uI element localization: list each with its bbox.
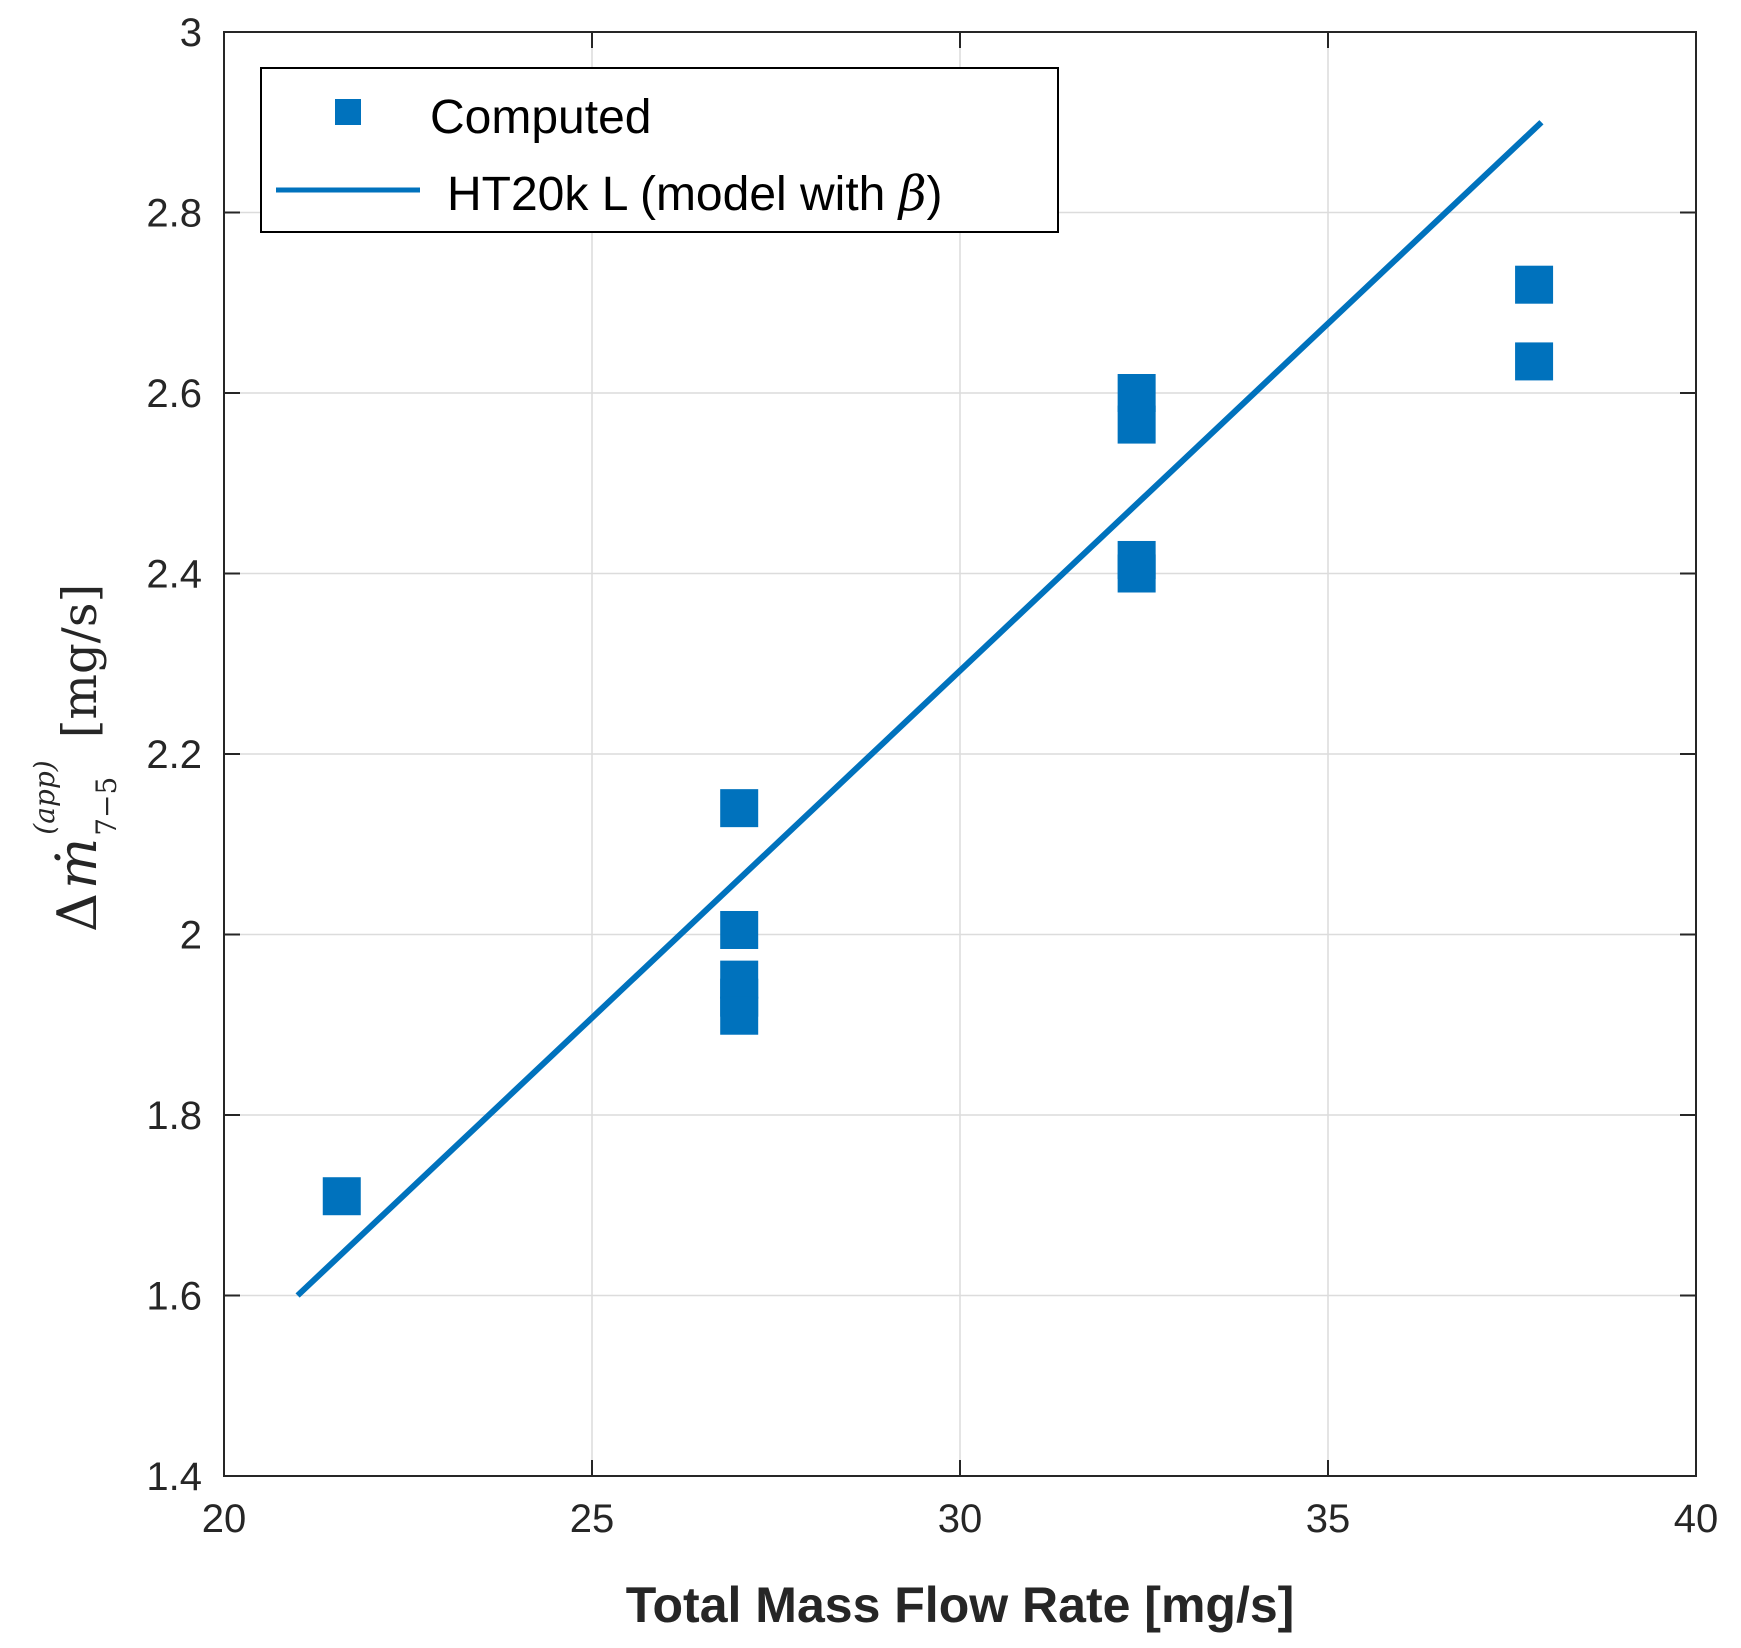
y-tick-label: 2 bbox=[180, 914, 202, 958]
x-tick-labels: 20 25 30 35 40 bbox=[202, 1497, 1719, 1541]
computed-point bbox=[322, 1177, 361, 1216]
legend-label-model-text: HT20k L (model with bbox=[447, 168, 899, 221]
x-tick-label: 40 bbox=[1674, 1497, 1719, 1541]
legend-label-model-suffix: ) bbox=[926, 168, 942, 221]
y-axis-title-text: Δṁ7−5 (app) [mg/s] bbox=[28, 584, 123, 932]
legend: Computed HT20k L (model with β) bbox=[260, 67, 1059, 233]
y-tick-label: 1.6 bbox=[146, 1275, 202, 1319]
y-tick-labels: 1.4 1.6 1.8 2 2.2 2.4 2.6 2.8 3 bbox=[146, 11, 202, 1499]
y-tick-label: 3 bbox=[180, 11, 202, 55]
y-axis-title-units: [mg/s] bbox=[52, 584, 108, 739]
x-tick-label: 30 bbox=[938, 1497, 983, 1541]
y-tick-label: 1.8 bbox=[146, 1094, 202, 1138]
model-line bbox=[295, 120, 1544, 1298]
y-tick-label: 2.6 bbox=[146, 372, 202, 416]
computed-point bbox=[720, 910, 759, 949]
y-axis-title-delta: Δ bbox=[46, 893, 109, 932]
legend-label-model-beta: β bbox=[897, 166, 927, 222]
legend-label-model: HT20k L (model with β) bbox=[447, 166, 942, 222]
y-tick-label: 2.4 bbox=[146, 553, 202, 597]
y-axis-title-mdot: ṁ bbox=[46, 838, 109, 889]
computed-point bbox=[1515, 265, 1554, 304]
legend-square-marker-icon bbox=[335, 99, 361, 125]
tick-marks bbox=[223, 31, 1697, 1477]
x-axis-title: Total Mass Flow Rate [mg/s] bbox=[626, 1577, 1295, 1633]
computed-point bbox=[1515, 342, 1554, 381]
series-layer bbox=[295, 120, 1554, 1298]
x-tick-label: 20 bbox=[202, 1497, 247, 1541]
y-tick-label: 1.4 bbox=[146, 1455, 202, 1499]
x-tick-label: 35 bbox=[1306, 1497, 1351, 1541]
computed-point bbox=[720, 996, 759, 1035]
x-tick-label: 25 bbox=[570, 1497, 615, 1541]
y-tick-label: 2.2 bbox=[146, 733, 202, 777]
computed-point bbox=[1117, 405, 1156, 444]
legend-box bbox=[260, 67, 1059, 233]
y-axis-title-subscript: 7−5 bbox=[90, 777, 123, 836]
computed-point bbox=[720, 789, 759, 828]
legend-label-computed: Computed bbox=[430, 91, 651, 144]
computed-point bbox=[1117, 554, 1156, 593]
y-axis-title-superscript: (app) bbox=[28, 760, 61, 834]
y-tick-label: 2.8 bbox=[146, 192, 202, 236]
y-axis-title: Δṁ7−5 (app) [mg/s] bbox=[28, 584, 123, 932]
